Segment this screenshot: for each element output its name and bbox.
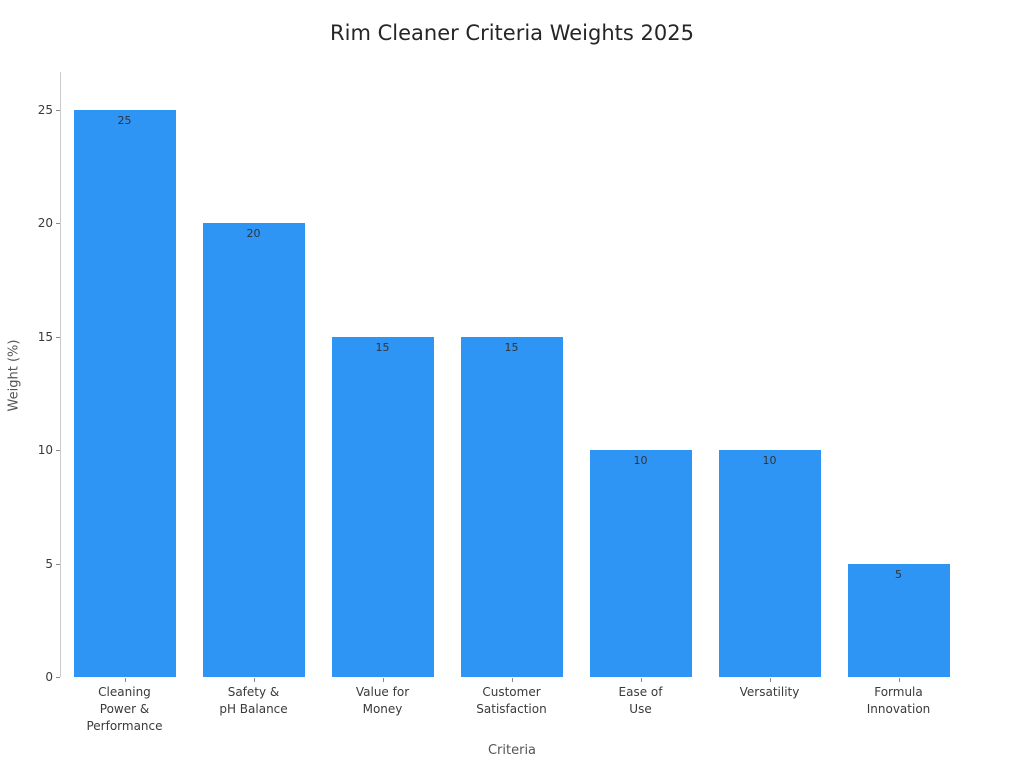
y-tick-mark [56,223,60,225]
y-tick-label: 25 [37,103,53,117]
x-tick-mark [898,678,900,682]
x-tick-mark [769,678,771,682]
y-tick-mark [56,563,60,565]
bar: 10 [718,450,821,677]
x-axis-label: Criteria [487,743,537,758]
x-tick-label: Customer Satisfaction [476,685,547,716]
bar-value-label: 15 [375,340,390,354]
bar-value-label: 10 [762,454,777,468]
x-tick-mark [511,678,513,682]
x-tick-label: Ease of Use [618,685,663,716]
y-tick-mark [56,110,60,111]
x-tick-label: Safety & pH Balance [219,685,288,716]
bar: 20 [202,223,305,677]
bar-value-label: 5 [895,567,902,581]
y-tick-mark [56,336,60,338]
x-tick-mark [124,678,126,682]
y-axis-label: Weight (%) [6,339,22,412]
bar-value-label: 10 [633,454,648,468]
x-tick-mark [253,678,255,682]
y-tick-label: 5 [45,556,53,571]
bar: 15 [460,336,563,677]
chart-title: Rim Cleaner Criteria Weights 2025 [330,21,694,45]
y-tick-label: 10 [37,443,53,458]
y-tick-label: 0 [45,670,53,684]
x-tick-label: Formula Innovation [866,685,931,716]
y-tick-label: 15 [37,329,53,344]
bar-value-label: 25 [117,114,132,127]
y-axis-spine [60,72,61,677]
bar-value-label: 15 [504,340,519,354]
y-tick-label: 20 [37,216,53,231]
x-tick-label: Cleaning Power & Performance [86,685,163,733]
x-tick-mark [640,678,642,682]
y-tick-mark [56,677,60,678]
x-tick-mark [382,678,384,682]
x-tick-label: Versatility [739,685,800,699]
x-tick-label: Value for Money [355,685,410,716]
y-tick-mark [56,450,60,452]
bar: 15 [331,336,434,677]
bar: 5 [847,563,950,677]
bar: 10 [589,450,692,677]
bar-value-label: 20 [246,227,261,241]
bar: 25 [73,110,176,677]
